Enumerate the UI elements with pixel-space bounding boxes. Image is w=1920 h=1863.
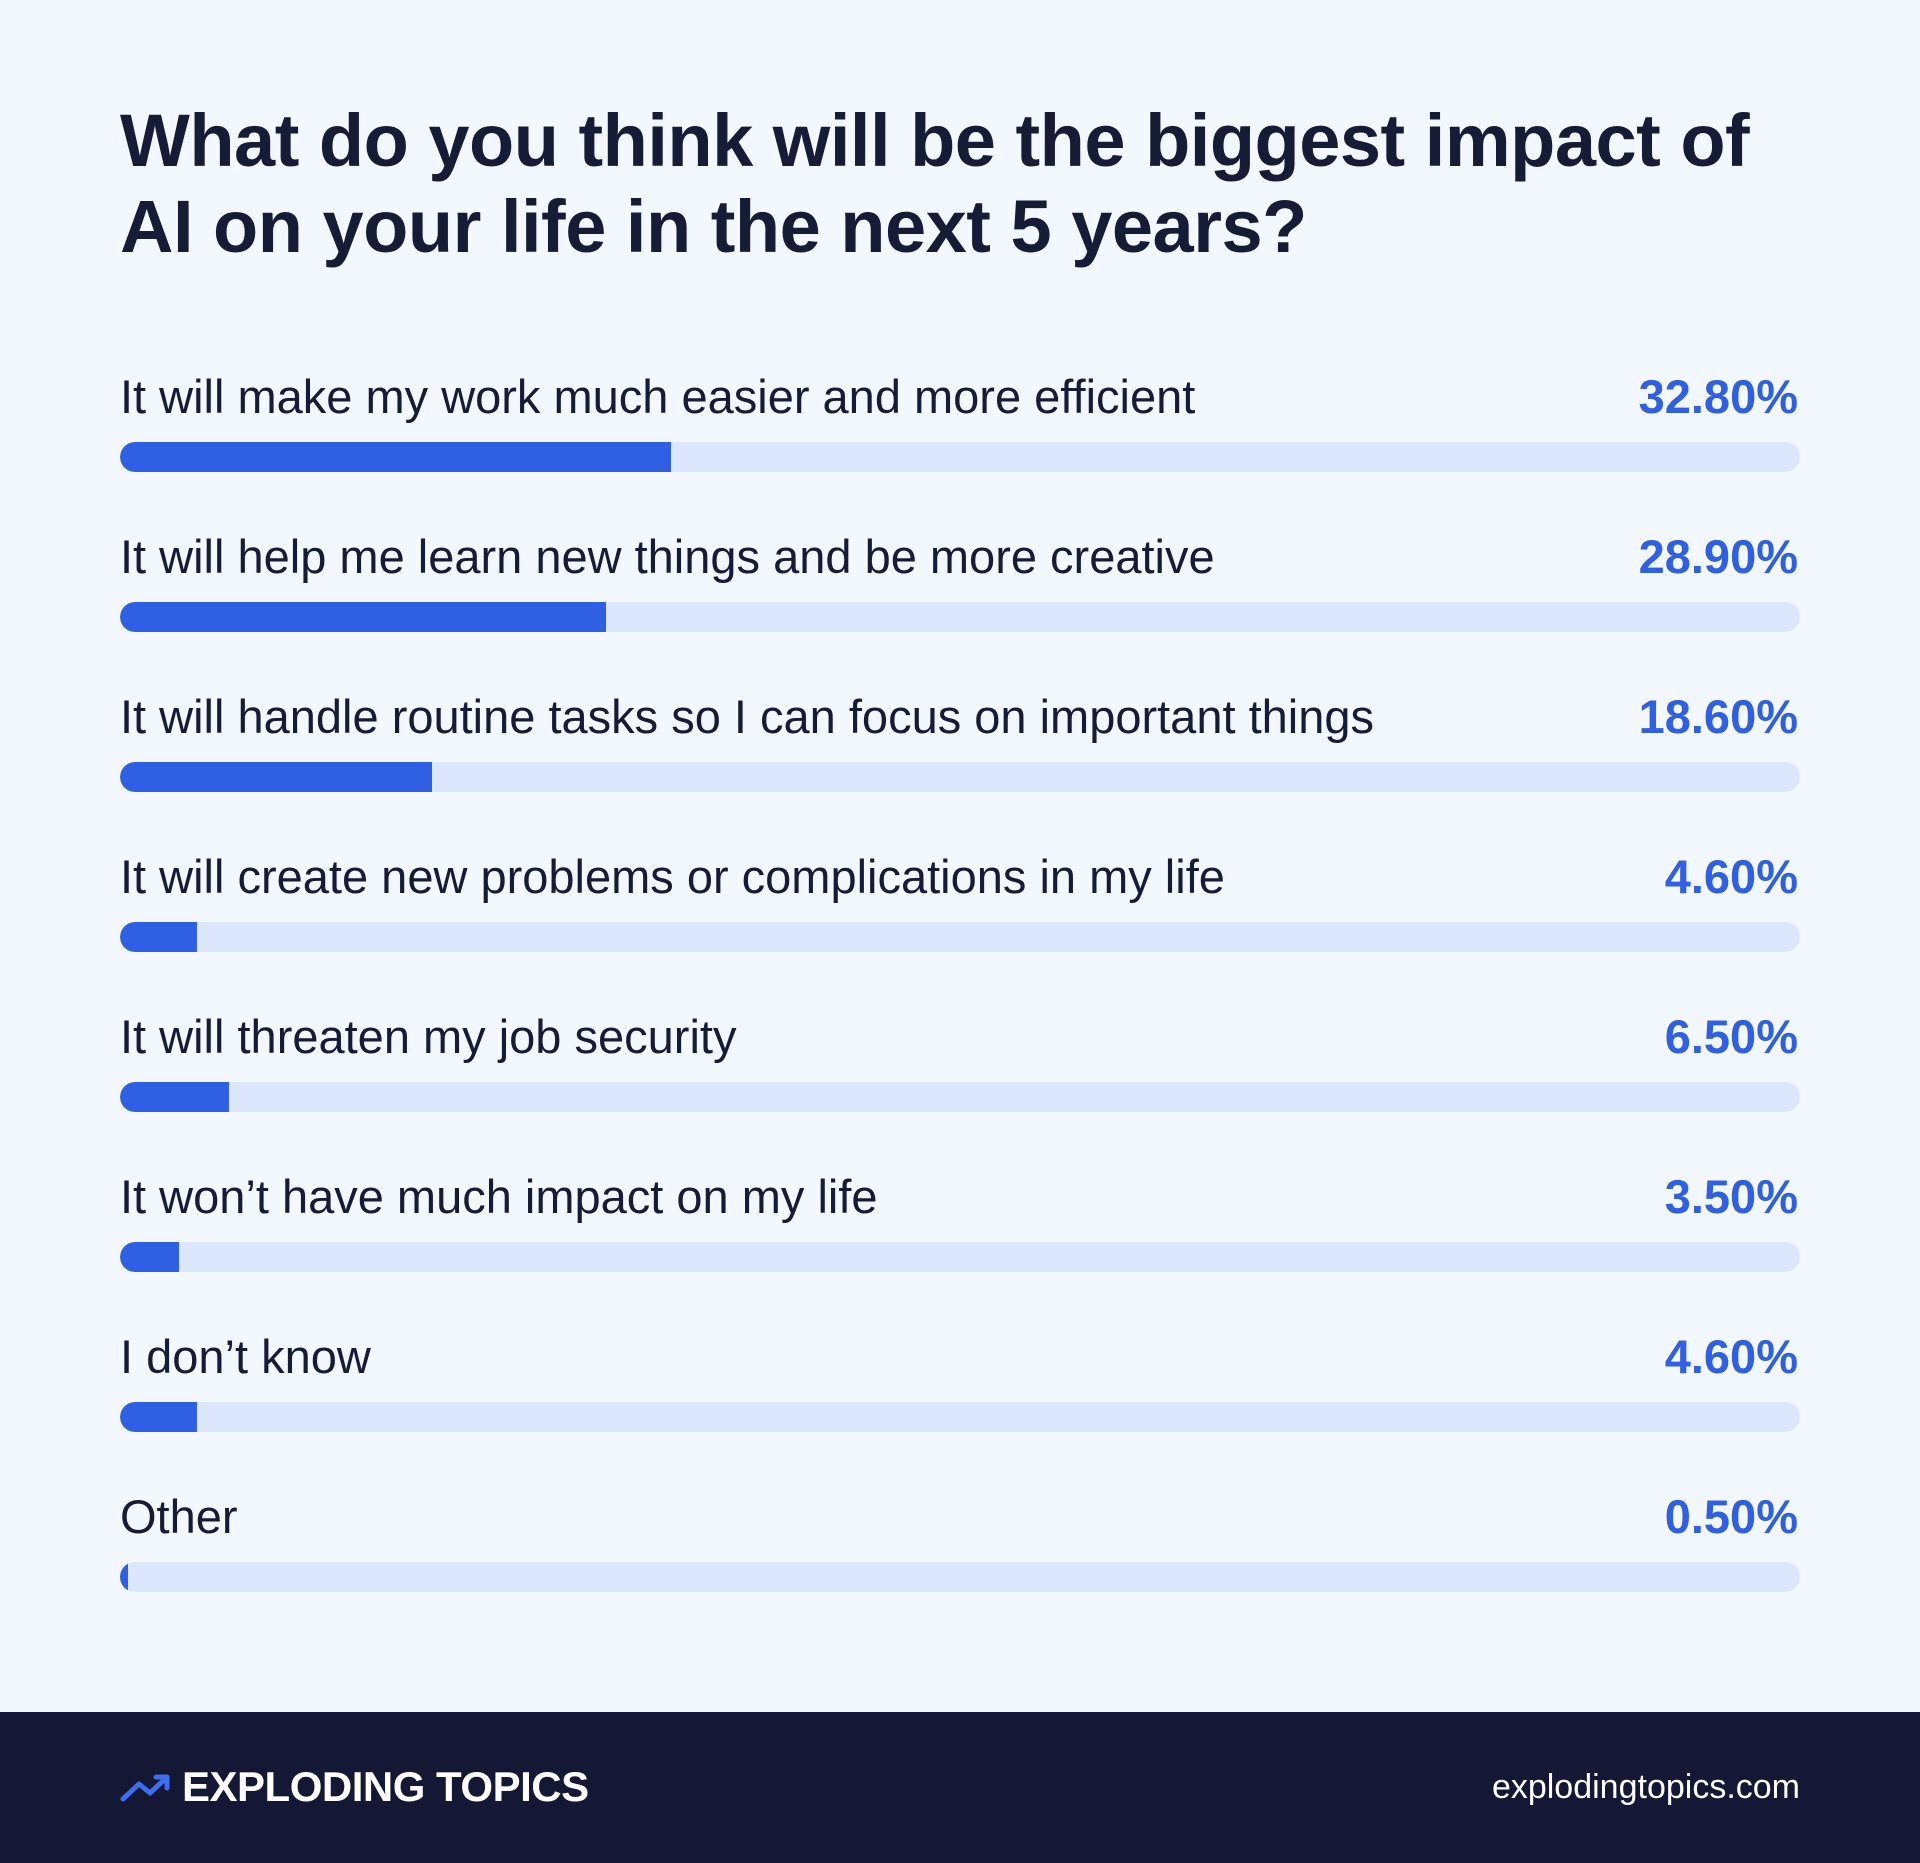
bar-fill [120, 1402, 197, 1432]
value-label: 3.50% [1664, 1170, 1798, 1223]
bar-rows: It will make my work much easier and mor… [120, 0, 1800, 1712]
category-label: It will handle routine tasks so I can fo… [120, 690, 1374, 743]
value-label: 32.80% [1638, 370, 1798, 423]
category-label: Other [120, 1490, 238, 1543]
bar-track [120, 442, 1800, 472]
bar-track [120, 762, 1800, 792]
brand-name: EXPLODING TOPICS [182, 1763, 589, 1810]
site-url[interactable]: explodingtopics.com [1491, 1768, 1800, 1806]
value-label: 18.60% [1638, 690, 1798, 743]
category-label: It will make my work much easier and mor… [120, 370, 1196, 423]
category-label: It will help me learn new things and be … [120, 530, 1215, 583]
bar-fill [120, 442, 671, 472]
bar-track [120, 602, 1800, 632]
category-label: I don’t know [120, 1330, 371, 1383]
bar-fill [120, 602, 606, 632]
value-label: 28.90% [1638, 530, 1798, 583]
bar-row: It will create new problems or complicat… [120, 848, 1800, 968]
category-label: It will threaten my job security [120, 1010, 737, 1063]
brand-logo: EXPLODING TOPICS [120, 1762, 589, 1812]
bar-fill [120, 1242, 179, 1272]
value-label: 4.60% [1664, 1330, 1798, 1383]
bar-row: It won’t have much impact on my life 3.50… [120, 1168, 1800, 1288]
category-label: It won’t have much impact on my life [120, 1170, 878, 1223]
bar-row: It will threaten my job security 6.50% [120, 1008, 1800, 1128]
value-label: 4.60% [1664, 850, 1798, 903]
bar-fill [120, 922, 197, 952]
bar-track [120, 1402, 1800, 1432]
bar-fill [120, 1082, 229, 1112]
value-label: 6.50% [1664, 1010, 1798, 1063]
bar-fill [120, 1562, 128, 1592]
footer: EXPLODING TOPICS explodingtopics.com [0, 1712, 1920, 1863]
bar-row: It will make my work much easier and mor… [120, 368, 1800, 488]
bar-track [120, 1242, 1800, 1272]
value-label: 0.50% [1664, 1490, 1798, 1543]
bar-track [120, 1082, 1800, 1112]
bar-track [120, 1562, 1800, 1592]
bar-row: I don’t know 4.60% [120, 1328, 1800, 1448]
category-label: It will create new problems or complicat… [120, 850, 1225, 903]
bar-row: Other 0.50% [120, 1488, 1800, 1608]
bar-track [120, 922, 1800, 952]
chart-area: What do you think will be the biggest im… [120, 0, 1800, 1712]
bar-row: It will handle routine tasks so I can fo… [120, 688, 1800, 808]
chart-title: What do you think will be the biggest im… [120, 99, 1750, 268]
trending-up-arrow-icon [120, 1774, 170, 1802]
bar-row: It will help me learn new things and be … [120, 528, 1800, 648]
bar-fill [120, 762, 432, 792]
